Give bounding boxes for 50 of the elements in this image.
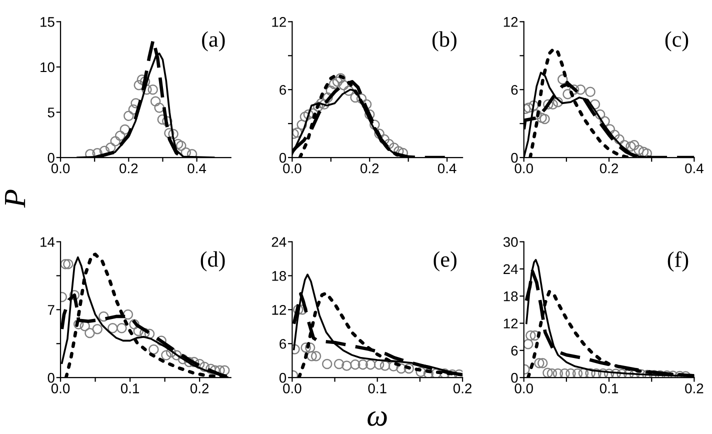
y-tick-label: 14 — [40, 237, 55, 247]
y-tick-label: 10 — [40, 62, 54, 72]
x-tick-label: 0.4 — [685, 163, 704, 174]
x-tick-label: 0.0 — [51, 384, 70, 394]
y-tick-label: 24 — [504, 264, 518, 274]
x-tick-label: 0.1 — [600, 384, 618, 394]
y-tick-label: 0 — [279, 372, 286, 383]
annotation: (f) — [668, 251, 688, 272]
y-tick-label: 18 — [504, 291, 518, 302]
y-tick-label: 0 — [511, 372, 518, 383]
x-tick-label: 0.2 — [453, 384, 472, 394]
annotation: (a) — [202, 31, 225, 52]
annotation: (e) — [434, 251, 456, 272]
y-tick-label: 18 — [272, 271, 286, 281]
y-tick-label: 30 — [503, 237, 518, 247]
y-tick-label: 12 — [504, 17, 518, 27]
x-tick-label: 0.2 — [600, 163, 618, 174]
y-tick-label: 7 — [48, 305, 54, 315]
y-tick-label: 12 — [504, 318, 518, 328]
y-tick-label: 5 — [48, 108, 54, 118]
x-tick-label: 0.0 — [283, 163, 302, 174]
y-tick-label: 0 — [48, 372, 54, 383]
x-axis-title: ω — [368, 411, 387, 426]
annotation: (c) — [665, 31, 688, 52]
x-tick-label: 0.2 — [360, 163, 379, 174]
y-tick-label: 24 — [272, 237, 286, 247]
y-tick-label: 12 — [272, 305, 286, 315]
x-tick-label: 0.2 — [120, 163, 138, 174]
y-tick-label: 15 — [40, 17, 54, 27]
x-tick-label: 0.2 — [190, 384, 209, 394]
y-tick-label: 0 — [279, 152, 286, 163]
x-tick-label: 0.0 — [514, 163, 533, 174]
y-tick-label: 12 — [272, 17, 286, 27]
x-tick-label: 0.0 — [51, 163, 70, 174]
annotation: (d) — [200, 251, 225, 272]
x-tick-label: 0.2 — [685, 384, 704, 394]
x-tick-label: 0.1 — [120, 384, 140, 394]
y-axis-title: P — [5, 190, 26, 208]
y-tick-label: 0 — [511, 152, 518, 163]
x-tick-label: 0.0 — [514, 384, 533, 394]
y-tick-label: 6 — [511, 84, 518, 95]
y-tick-label: 6 — [280, 84, 286, 95]
annotation: (b) — [432, 31, 456, 52]
x-tick-label: 0.4 — [188, 163, 206, 174]
y-tick-label: 0 — [48, 152, 54, 163]
x-tick-label: 0.1 — [368, 384, 386, 394]
x-tick-label: 0.4 — [438, 163, 456, 174]
y-tick-label: 6 — [511, 346, 518, 356]
x-tick-label: 0.0 — [283, 384, 302, 394]
y-tick-label: 6 — [280, 338, 286, 349]
